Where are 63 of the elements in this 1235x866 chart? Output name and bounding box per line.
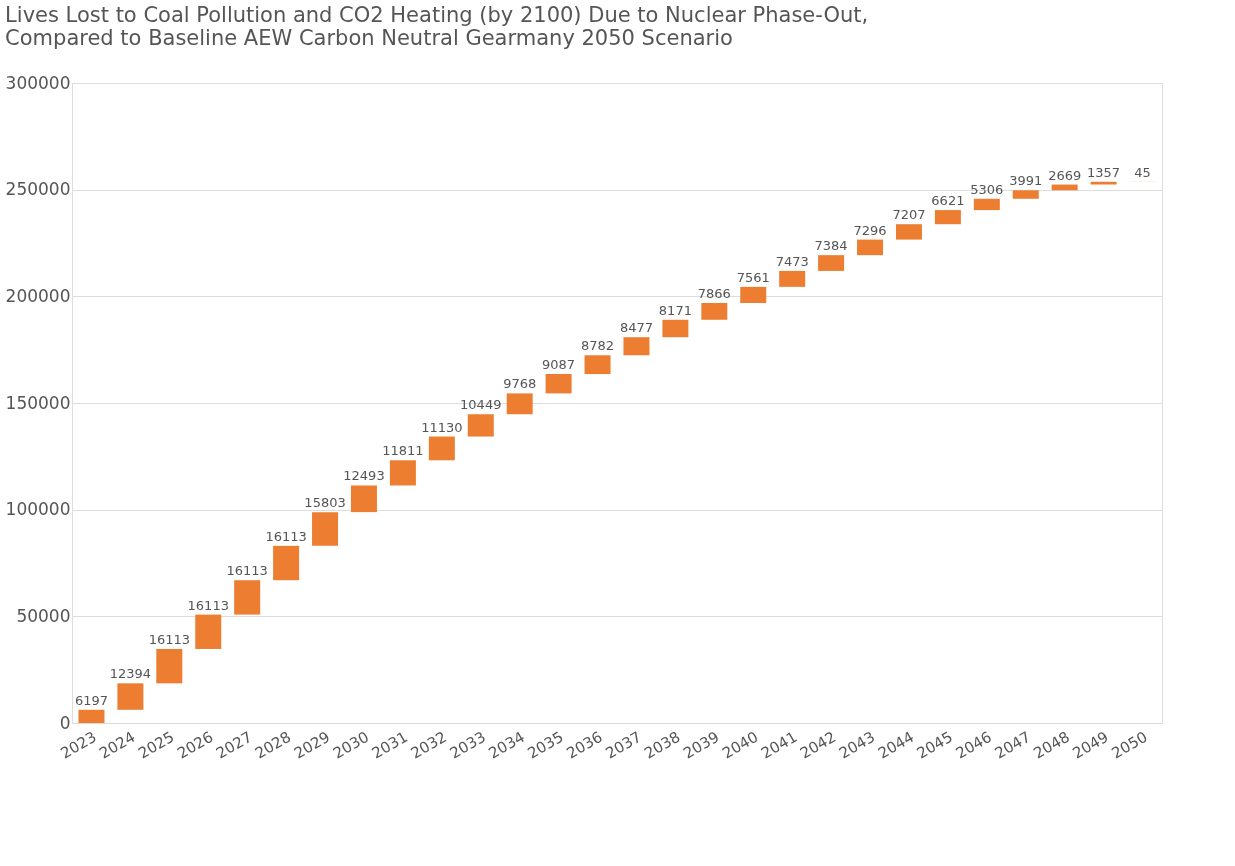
data-label: 2669 — [1048, 167, 1082, 183]
y-tick-label: 300000 — [5, 72, 71, 93]
data-label: 9768 — [503, 376, 537, 392]
data-label: 11130 — [421, 419, 463, 435]
bar — [156, 648, 183, 684]
bar — [895, 224, 922, 240]
data-label: 8782 — [580, 338, 615, 354]
data-label: 16113 — [265, 528, 307, 544]
data-label: 5306 — [970, 181, 1004, 197]
data-label: 45 — [1134, 164, 1151, 180]
bar — [1090, 181, 1117, 185]
data-label: 8477 — [619, 320, 654, 336]
bar — [350, 485, 377, 513]
bar — [545, 374, 572, 394]
data-label: 6197 — [74, 692, 109, 708]
data-label: 7207 — [892, 207, 926, 223]
bar — [273, 545, 300, 581]
data-label: 16113 — [226, 563, 268, 579]
bar — [428, 436, 455, 461]
bar — [467, 414, 494, 437]
data-label: 7866 — [697, 285, 731, 301]
data-label: 7384 — [814, 238, 848, 254]
bar — [857, 239, 884, 256]
text: Lives Lost to Coal Pollution and CO2 Heating (by 2100) Due to Nuclear Phase-Out, — [5, 3, 869, 27]
data-label: 9087 — [542, 357, 576, 373]
bar — [195, 614, 222, 649]
data-label: 11811 — [382, 443, 424, 459]
bar — [117, 683, 144, 710]
y-tick-label: 100000 — [5, 499, 71, 520]
bar — [234, 580, 261, 615]
bar — [779, 270, 806, 287]
data-label: 6621 — [931, 193, 965, 209]
data-label: 3991 — [1009, 173, 1043, 189]
y-tick-label: 250000 — [5, 179, 71, 200]
data-label: 1357 — [1087, 164, 1121, 180]
data-label: 10449 — [460, 397, 502, 413]
y-tick-label: 0 — [59, 712, 71, 733]
text: Compared to Baseline AEW Carbon Neutral Gearmany 2050 Scenario — [5, 26, 733, 50]
data-label: 8171 — [658, 302, 692, 318]
bar — [973, 198, 1000, 211]
bar — [584, 355, 611, 375]
data-label: 16113 — [148, 631, 190, 647]
bar — [818, 255, 845, 271]
data-label: 12394 — [109, 666, 152, 682]
data-label: 12493 — [343, 468, 385, 484]
bar — [506, 393, 533, 415]
bar — [662, 319, 689, 338]
bar — [78, 709, 105, 723]
bar — [389, 460, 416, 486]
bar — [1012, 190, 1039, 199]
data-label: 16113 — [187, 597, 229, 613]
data-label: 7296 — [853, 222, 887, 238]
bar — [934, 210, 961, 225]
bar — [701, 302, 728, 320]
bar — [623, 337, 650, 356]
bar — [740, 286, 767, 303]
y-tick-label: 50000 — [16, 605, 71, 626]
bar — [312, 512, 339, 546]
data-label: 7561 — [736, 269, 770, 285]
y-tick-label: 150000 — [5, 392, 71, 413]
data-label: 7473 — [775, 253, 809, 269]
data-label: 15803 — [304, 495, 346, 511]
y-tick-label: 200000 — [5, 285, 71, 306]
